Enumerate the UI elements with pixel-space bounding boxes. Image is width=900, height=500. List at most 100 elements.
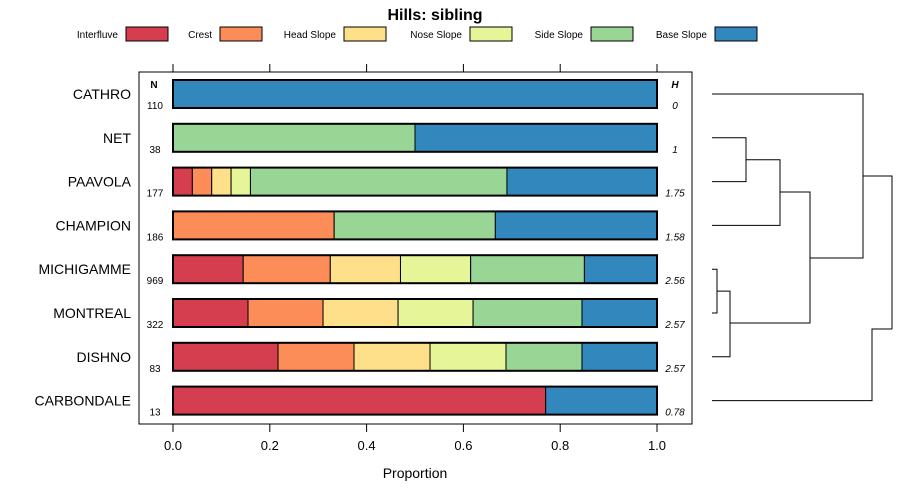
bar-outline-carbondale <box>172 385 658 416</box>
dendrogram-branch-3 <box>712 159 781 226</box>
row-label-michigamme: MICHIGAMME <box>38 261 131 277</box>
dendrogram-branch-0 <box>712 268 718 314</box>
bar-outline-net <box>172 122 658 153</box>
legend-label-base-slope: Base Slope <box>656 30 708 41</box>
top-axis-ticks <box>172 64 658 72</box>
x-tick-label-3: 0.6 <box>454 438 472 453</box>
n-value-champion: 186 <box>147 232 164 243</box>
legend: Interfluve Crest Head Slope Nose Slope Side … <box>77 26 758 42</box>
h-value-montreal: 2.57 <box>664 320 685 331</box>
bar-michigamme-interfluve <box>172 254 244 284</box>
bar-outline-dishno <box>172 341 658 372</box>
x-axis: 0.0 0.2 0.4 0.6 0.8 1.0 <box>164 424 666 453</box>
bar-champion-crest <box>172 210 335 240</box>
bar-michigamme-side-slope <box>470 254 585 284</box>
bar-montreal-base-slope <box>581 298 658 328</box>
bar-michigamme-head-slope <box>329 254 401 284</box>
bar-paavola-interfluve <box>172 167 193 197</box>
legend-label-head-slope: Head Slope <box>284 30 337 41</box>
bar-montreal-side-slope <box>472 298 583 328</box>
x-tick-label-5: 1.0 <box>648 438 666 453</box>
bar-dishno-head-slope <box>353 342 431 372</box>
n-value-paavola: 177 <box>147 189 164 200</box>
n-value-net: 38 <box>149 145 161 156</box>
bar-net-side-slope <box>172 123 416 153</box>
bar-champion-side-slope <box>333 210 496 240</box>
bar-montreal-crest <box>247 298 324 328</box>
n-value-dishno: 83 <box>149 364 161 375</box>
bars-group: CATHRO 110 0 NET 38 1 PAAVOLA 177 1.75 CHAMPION 18… <box>35 79 685 419</box>
row-label-montreal: MONTREAL <box>53 305 131 321</box>
bar-paavola-base-slope <box>506 167 658 197</box>
legend-label-side-slope: Side Slope <box>535 30 584 41</box>
x-axis-title: Proportion <box>383 465 448 481</box>
legend-swatch-side-slope <box>590 26 634 42</box>
legend-label-crest: Crest <box>188 30 212 41</box>
bar-outline-michigamme <box>172 254 658 285</box>
bar-dishno-nose-slope <box>429 342 507 372</box>
dendrogram-branch-2 <box>712 137 747 183</box>
bar-michigamme-base-slope <box>583 254 658 284</box>
row-label-dishno: DISHNO <box>77 349 132 365</box>
bar-dishno-crest <box>277 342 355 372</box>
n-value-carbondale: 13 <box>149 408 161 419</box>
row-label-net: NET <box>103 130 131 146</box>
x-tick-label-1: 0.2 <box>261 438 279 453</box>
bar-net-base-slope <box>414 123 658 153</box>
legend-swatch-base-slope <box>714 26 758 42</box>
h-value-dishno: 2.57 <box>664 364 685 375</box>
row-label-paavola: PAAVOLA <box>68 174 132 190</box>
h-value-champion: 1.58 <box>665 232 685 243</box>
row-label-carbondale: CARBONDALE <box>35 393 131 409</box>
x-tick-label-2: 0.4 <box>358 438 376 453</box>
chart-title: Hills: sibling <box>387 7 482 24</box>
bar-montreal-nose-slope <box>397 298 474 328</box>
legend-label-interfluve: Interfluve <box>77 30 119 41</box>
h-column-header: H <box>671 80 679 91</box>
legend-swatch-interfluve <box>125 26 169 42</box>
plot-frame <box>138 71 693 425</box>
h-value-michigamme: 2.56 <box>664 276 685 287</box>
bar-paavola-nose-slope <box>230 167 251 197</box>
legend-label-nose-slope: Nose Slope <box>410 30 462 41</box>
dendrogram-branch-5 <box>712 93 864 259</box>
bar-paavola-side-slope <box>249 167 508 197</box>
x-tick-label-4: 0.8 <box>551 438 569 453</box>
dendrogram-branch-7 <box>712 328 892 402</box>
bar-paavola-head-slope <box>211 167 232 197</box>
bar-dishno-interfluve <box>172 342 279 372</box>
bar-carbondale-interfluve <box>172 386 547 416</box>
bar-dishno-side-slope <box>505 342 583 372</box>
dendrogram-branch-1 <box>712 290 731 358</box>
legend-swatch-nose-slope <box>469 26 513 42</box>
n-value-michigamme: 969 <box>147 276 164 287</box>
bar-cathro-base-slope <box>172 79 658 109</box>
bar-paavola-crest <box>191 167 213 197</box>
legend-swatch-head-slope <box>343 26 387 42</box>
h-value-cathro: 0 <box>672 101 678 112</box>
n-value-montreal: 322 <box>147 320 164 331</box>
dendrogram-branch-4 <box>730 191 811 324</box>
bar-outline-cathro <box>172 79 658 109</box>
bar-outline-paavola <box>172 166 658 197</box>
dendrogram <box>712 93 893 402</box>
h-value-paavola: 1.75 <box>665 189 685 200</box>
bar-outline-montreal <box>172 298 658 328</box>
bar-michigamme-nose-slope <box>399 254 472 284</box>
x-tick-label-0: 0.0 <box>164 438 182 453</box>
h-value-carbondale: 0.78 <box>665 408 685 419</box>
bar-dishno-base-slope <box>581 342 658 372</box>
bar-montreal-interfluve <box>172 298 249 328</box>
h-value-net: 1 <box>672 145 678 156</box>
row-label-cathro: CATHRO <box>73 86 131 102</box>
bar-montreal-head-slope <box>322 298 399 328</box>
legend-swatch-crest <box>219 26 263 42</box>
n-column-header: N <box>150 80 157 91</box>
bar-outline-champion <box>172 210 658 241</box>
n-value-cathro: 110 <box>147 101 163 112</box>
dendrogram-branch-6 <box>863 175 893 329</box>
bar-champion-base-slope <box>494 210 658 240</box>
bar-michigamme-crest <box>242 254 331 284</box>
bar-carbondale-base-slope <box>545 386 658 416</box>
